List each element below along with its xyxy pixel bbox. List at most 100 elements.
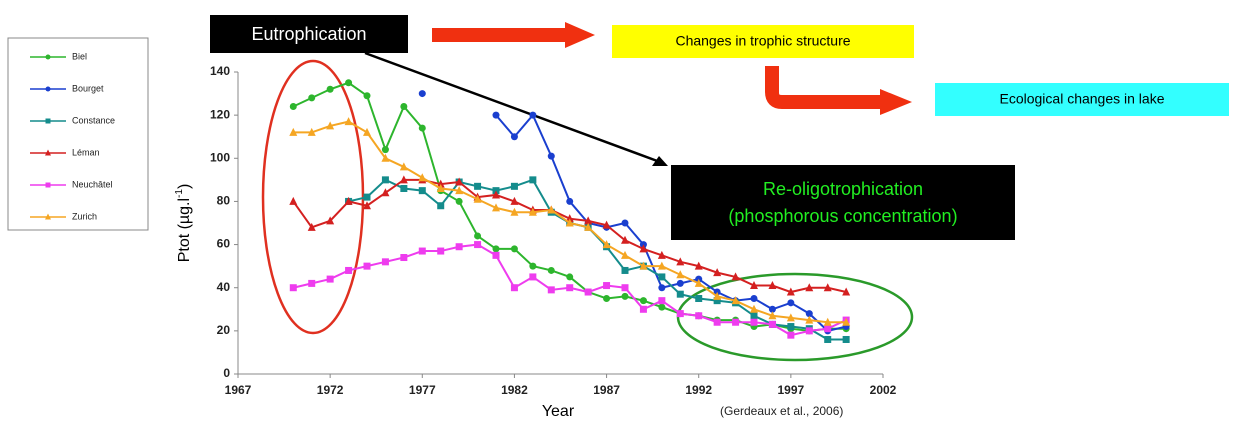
marker: [455, 186, 464, 195]
marker: [731, 296, 740, 305]
y-tick-label: 20: [217, 323, 231, 337]
legend-label: Léman: [72, 147, 100, 157]
arrow-head: [565, 22, 595, 48]
marker: [768, 281, 777, 290]
reoligo-box: [671, 165, 1015, 240]
marker: [308, 94, 316, 102]
x-tick-label: 1967: [225, 383, 252, 397]
marker: [473, 194, 482, 203]
y-label-after: ): [176, 184, 193, 189]
marker: [547, 266, 555, 274]
y-tick-label: 0: [223, 366, 230, 380]
marker: [363, 127, 371, 136]
marker: [805, 283, 814, 292]
reoligo-label: Re-oligotrophication: [763, 179, 923, 199]
marker: [732, 318, 740, 326]
marker: [345, 79, 353, 87]
x-tick-label: 1972: [317, 383, 344, 397]
marker: [676, 310, 684, 318]
marker: [584, 288, 592, 296]
marker: [400, 254, 408, 262]
marker: [842, 335, 850, 343]
marker: [658, 297, 666, 305]
marker: [529, 111, 537, 119]
marker: [639, 305, 647, 313]
y-tick-label: 100: [210, 150, 230, 164]
marker: [510, 182, 518, 190]
marker: [602, 220, 611, 229]
marker: [492, 203, 500, 212]
marker: [750, 304, 758, 313]
marker: [805, 310, 813, 318]
marker: [694, 261, 703, 270]
marker: [565, 218, 574, 227]
ecological-box: [935, 83, 1229, 116]
x-tick-label: 2002: [870, 383, 897, 397]
arrow-head: [652, 156, 668, 166]
source: (Gerdeaux et al., 2006): [720, 404, 843, 418]
marker: [676, 279, 684, 287]
marker: [768, 305, 776, 313]
marker: [492, 251, 500, 259]
marker: [510, 284, 518, 292]
marker: [750, 281, 758, 290]
marker: [676, 257, 685, 266]
marker: [584, 222, 593, 231]
x-tick-label: 1987: [593, 383, 620, 397]
eutrophication-box: [210, 15, 408, 53]
marker: [381, 146, 389, 154]
marker: [363, 201, 371, 210]
marker: [45, 118, 51, 124]
marker: [529, 273, 537, 281]
marker: [381, 153, 390, 162]
marker: [289, 284, 297, 292]
y-tick-label: 60: [217, 237, 231, 251]
marker: [510, 207, 519, 216]
marker: [547, 286, 555, 294]
marker: [566, 273, 574, 281]
marker: [381, 176, 389, 184]
marker: [307, 222, 316, 231]
marker: [45, 182, 51, 188]
ecological-label: Ecological changes in lake: [1000, 91, 1165, 107]
marker: [787, 331, 795, 339]
marker: [824, 325, 832, 333]
marker: [289, 127, 298, 136]
marker: [363, 193, 371, 201]
marker: [474, 182, 482, 190]
reoligotrophication-ellipse: [676, 272, 914, 362]
y-label-text: Ptot (µg.l: [176, 198, 193, 262]
marker: [399, 162, 408, 171]
marker: [437, 202, 445, 210]
marker: [547, 152, 555, 160]
marker: [603, 282, 611, 290]
marker: [695, 295, 703, 302]
arrow-head: [880, 89, 912, 115]
x-axis-label: Year: [542, 403, 575, 420]
marker: [713, 297, 721, 305]
marker: [657, 250, 666, 259]
marker: [566, 197, 574, 205]
trophic-label: Changes in trophic structure: [675, 33, 850, 49]
legend-box: [7, 37, 149, 231]
marker: [474, 232, 482, 240]
marker: [694, 278, 703, 287]
marker: [658, 273, 666, 281]
legend-label: Neuchâtel: [72, 179, 113, 189]
marker: [45, 86, 51, 92]
marker: [621, 219, 629, 227]
marker: [308, 279, 316, 287]
marker: [418, 124, 426, 132]
marker: [713, 268, 722, 277]
marker: [326, 121, 335, 130]
eutrophication-label: Eutrophication: [251, 24, 366, 44]
legend-label: Constance: [72, 115, 115, 125]
marker: [344, 196, 353, 205]
marker: [676, 290, 684, 298]
marker: [345, 266, 353, 274]
marker: [565, 214, 574, 223]
marker: [418, 90, 426, 98]
marker: [436, 179, 445, 188]
marker: [400, 184, 408, 192]
